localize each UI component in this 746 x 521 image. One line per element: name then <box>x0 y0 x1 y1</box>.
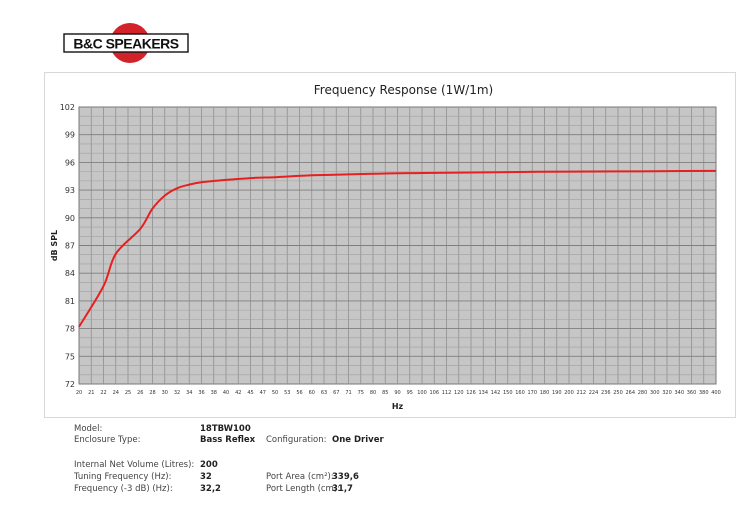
x-tick-label: 320 <box>662 390 672 396</box>
x-tick-label: 50 <box>272 390 278 396</box>
x-axis-label: Hz <box>392 402 404 411</box>
x-tick-label: 200 <box>564 390 574 396</box>
port-area-value: 339,6 <box>332 472 359 482</box>
x-tick-label: 47 <box>260 390 266 396</box>
frequency-response-chart: Frequency Response (1W/1m) 72 75 78 81 84 87 90… <box>44 72 736 418</box>
x-tick-label: 212 <box>576 390 586 396</box>
x-tick-label: 71 <box>345 390 351 396</box>
y-tick-label: 93 <box>65 186 75 195</box>
x-tick-label: 180 <box>540 390 550 396</box>
x-tick-label: 112 <box>442 390 452 396</box>
x-tick-label: 63 <box>321 390 327 396</box>
series-line-frequency-response <box>78 169 717 328</box>
x-tick-label: 360 <box>687 390 697 396</box>
x-tick-label: 236 <box>601 390 611 396</box>
spec-row-tuning: Tuning Frequency (Hz): 32 Port Area (cm²… <box>74 472 494 484</box>
spec-row-enclosure: Enclosure Type: Bass Reflex Configuratio… <box>74 435 494 447</box>
chart-title: Frequency Response (1W/1m) <box>314 83 493 97</box>
x-tick-label: 134 <box>478 390 488 396</box>
frequency-3db-value: 32,2 <box>200 484 221 494</box>
x-tick-label: 56 <box>296 390 302 396</box>
x-tick-label: 32 <box>174 390 180 396</box>
x-tick-label: 30 <box>162 390 168 396</box>
x-tick-label: 42 <box>235 390 241 396</box>
x-tick-label: 75 <box>358 390 364 396</box>
volume-label: Internal Net Volume (Litres): <box>74 460 195 470</box>
x-tick-label: 264 <box>625 390 635 396</box>
x-tick-label: 60 <box>309 390 315 396</box>
x-tick-label: 100 <box>417 390 427 396</box>
x-tick-label: 53 <box>284 390 290 396</box>
x-tick-label: 142 <box>491 390 501 396</box>
x-tick-label: 26 <box>137 390 143 396</box>
volume-value: 200 <box>200 460 218 470</box>
x-tick-label: 20 <box>76 390 82 396</box>
y-tick-label: 102 <box>60 103 75 112</box>
x-tick-label: 67 <box>333 390 339 396</box>
frequency-3db-label: Frequency (-3 dB) (Hz): <box>74 484 173 494</box>
y-tick-label: 87 <box>65 242 75 251</box>
model-label: Model: <box>74 424 103 434</box>
spec-row-model: Model: 18TBW100 <box>74 424 494 436</box>
y-tick-label: 99 <box>65 131 75 140</box>
spec-row-volume: Internal Net Volume (Litres): 200 <box>74 460 494 472</box>
x-tick-label: 170 <box>527 390 537 396</box>
x-tick-label: 24 <box>113 390 119 396</box>
x-tick-label: 126 <box>466 390 476 396</box>
x-tick-label: 90 <box>394 390 400 396</box>
brand-logo-text: B&C SPEAKERS <box>73 36 178 52</box>
x-tick-label: 106 <box>429 390 439 396</box>
x-tick-label: 150 <box>503 390 513 396</box>
enclosure-value: Bass Reflex <box>200 435 256 445</box>
chart-svg: Frequency Response (1W/1m) 72 75 78 81 84 87 90… <box>50 83 721 411</box>
x-tick-label: 160 <box>515 390 525 396</box>
x-tick-label: 80 <box>370 390 376 396</box>
x-tick-label: 340 <box>674 390 684 396</box>
port-length-value: 31,7 <box>332 484 353 494</box>
x-tick-label: 120 <box>454 390 464 396</box>
configuration-value: One Driver <box>332 435 384 445</box>
specs-panel: Model: 18TBW100 Enclosure Type: Bass Ref… <box>74 424 494 514</box>
brand-logo: B&C SPEAKERS <box>62 22 190 64</box>
x-tick-label: 190 <box>552 390 562 396</box>
x-tick-label: 25 <box>125 390 131 396</box>
y-axis-label: dB SPL <box>50 230 59 261</box>
tuning-label: Tuning Frequency (Hz): <box>74 472 172 482</box>
x-tick-label: 34 <box>186 390 192 396</box>
x-tick-label: 300 <box>650 390 660 396</box>
x-tick-label: 250 <box>613 390 623 396</box>
port-length-label: Port Length (cm): <box>266 484 341 494</box>
configuration-label: Configuration: <box>266 435 327 445</box>
tuning-value: 32 <box>200 472 212 482</box>
x-tick-label: 45 <box>247 390 253 396</box>
y-tick-label: 78 <box>65 325 75 334</box>
x-tick-label: 36 <box>198 390 204 396</box>
y-tick-label: 72 <box>65 380 75 389</box>
enclosure-label: Enclosure Type: <box>74 435 141 445</box>
y-tick-label: 84 <box>65 269 75 278</box>
model-value: 18TBW100 <box>200 424 251 434</box>
y-tick-label: 90 <box>65 214 75 223</box>
x-tick-label: 224 <box>589 390 599 396</box>
x-tick-label: 21 <box>88 390 94 396</box>
y-tick-label: 81 <box>65 297 75 306</box>
x-tick-label: 38 <box>211 390 217 396</box>
x-tick-label: 400 <box>711 390 721 396</box>
x-tick-label: 380 <box>699 390 709 396</box>
spec-row-frequency-3db: Frequency (-3 dB) (Hz): 32,2 Port Length… <box>74 484 494 496</box>
y-tick-label: 75 <box>65 352 75 361</box>
brand-logo-graphic: B&C SPEAKERS <box>63 23 189 63</box>
x-tick-label: 280 <box>638 390 648 396</box>
x-tick-label: 22 <box>100 390 106 396</box>
x-tick-label: 40 <box>223 390 229 396</box>
port-area-label: Port Area (cm²): <box>266 472 334 482</box>
x-tick-label: 95 <box>407 390 413 396</box>
x-tick-label: 85 <box>382 390 388 396</box>
x-tick-label: 28 <box>149 390 155 396</box>
y-tick-label: 96 <box>65 158 75 167</box>
